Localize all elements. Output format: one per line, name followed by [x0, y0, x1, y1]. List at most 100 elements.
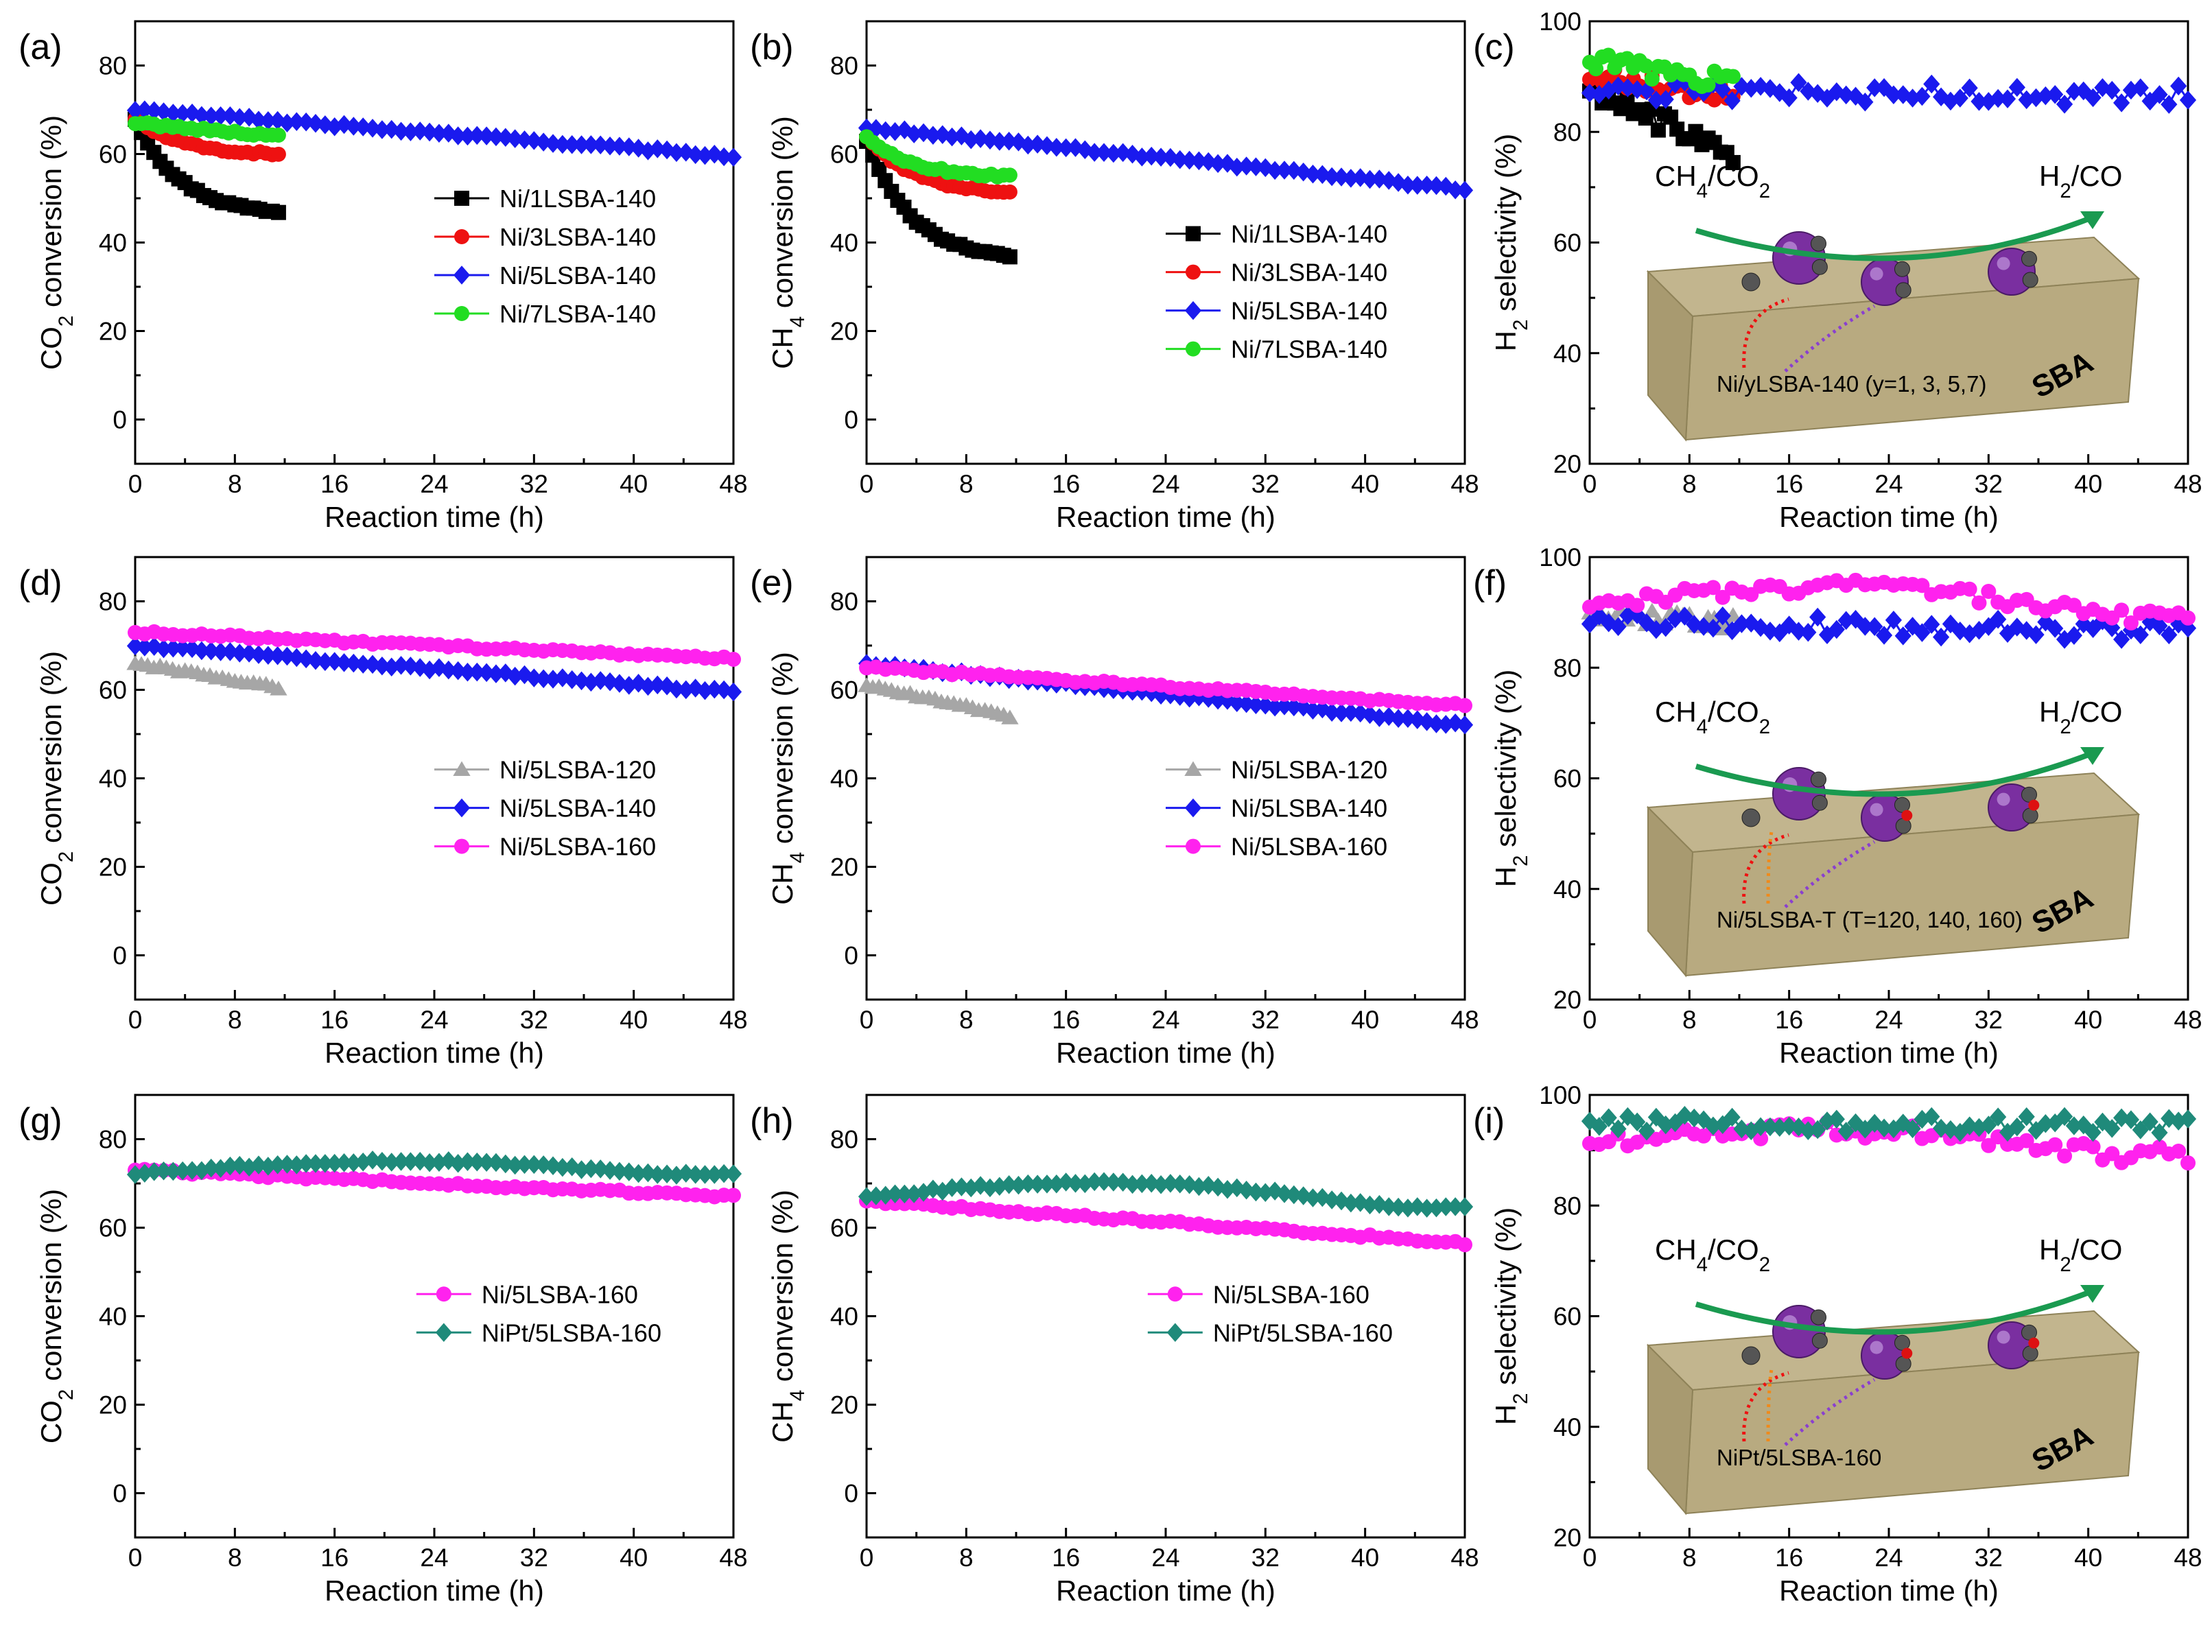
data-point	[1010, 1175, 1027, 1195]
data-point	[383, 1153, 400, 1172]
data-point	[136, 637, 153, 657]
legend-entry: Ni/5LSBA-140	[499, 261, 656, 290]
data-point	[1105, 1172, 1122, 1192]
x-axis-label: Reaction time (h)	[325, 1574, 544, 1607]
data-point	[1875, 626, 1893, 645]
data-point	[1002, 184, 1017, 200]
legend-entry: Ni/5LSBA-160	[1213, 1280, 1369, 1308]
data-point	[364, 654, 381, 674]
y-tick-label: 0	[844, 942, 858, 970]
data-point	[677, 680, 694, 700]
data-point	[1086, 143, 1103, 162]
data-point	[1143, 146, 1160, 166]
data-point	[1171, 150, 1188, 169]
y-tick-label: 80	[99, 52, 127, 80]
data-point	[497, 1154, 514, 1174]
data-point	[1688, 123, 1704, 139]
data-point	[601, 137, 619, 156]
data-point	[611, 137, 628, 156]
data-point	[1923, 1107, 1940, 1126]
y-tick-label: 60	[1553, 1303, 1581, 1331]
data-point	[1700, 77, 1716, 93]
data-point	[1029, 134, 1046, 154]
y-tick-label: 40	[830, 229, 858, 257]
data-point	[972, 129, 989, 148]
data-point	[345, 1153, 362, 1172]
series-ni-5lsba-140	[858, 118, 1474, 200]
purple-dotted-arrow	[1784, 304, 1876, 373]
data-point	[183, 103, 201, 123]
series-ni-5lsba-160	[859, 659, 1472, 713]
data-point	[1914, 578, 1930, 593]
data-point	[1780, 1116, 1798, 1136]
data-point	[1676, 606, 1693, 626]
data-point	[1304, 700, 1321, 720]
data-point	[1275, 161, 1293, 180]
series-ni-5lsba-120	[858, 677, 1019, 724]
data-point	[469, 126, 486, 145]
y-tick-label: 20	[99, 853, 127, 882]
x-tick-label: 16	[1052, 470, 1080, 498]
legend-marker	[1186, 838, 1201, 854]
data-point	[924, 1179, 941, 1199]
x-tick-label: 0	[1583, 1006, 1597, 1034]
data-point	[563, 134, 580, 154]
x-tick-label: 8	[228, 470, 242, 498]
data-point	[1809, 607, 1826, 627]
data-point	[858, 1187, 875, 1206]
data-point	[2170, 76, 2187, 96]
data-point	[649, 1165, 666, 1184]
reaction-arc	[1695, 214, 2095, 261]
reaction-arc	[1695, 1288, 2095, 1335]
panel-c: (c) 0 8 16 24 32 40 48 20 40 60 80 100 Reaction time …	[1473, 8, 2202, 533]
data-point	[1837, 1122, 1855, 1141]
data-point	[1057, 138, 1074, 158]
data-point	[1275, 696, 1293, 716]
data-point	[1418, 1199, 1435, 1218]
y-tick-label: 0	[844, 1480, 858, 1508]
data-point	[1629, 598, 1645, 613]
legend-entry: Ni/5LSBA-140	[1231, 794, 1387, 823]
data-point	[2065, 626, 2083, 646]
data-point	[1029, 1175, 1046, 1194]
x-tick-label: 48	[719, 1544, 747, 1572]
x-tick-label: 40	[1351, 1544, 1379, 1572]
data-point	[1095, 1172, 1113, 1191]
data-point	[392, 121, 410, 141]
data-point	[2151, 616, 2168, 636]
y-tick-label: 20	[830, 853, 858, 882]
data-point	[1704, 618, 1722, 638]
y-axis-label: CO2 conversion (%)	[35, 1189, 78, 1443]
data-point	[373, 656, 390, 676]
legend-marker	[453, 266, 471, 285]
inset-product-label: H2/CO	[2039, 160, 2122, 202]
data-point	[1304, 165, 1321, 184]
x-tick-label: 40	[2074, 470, 2102, 498]
data-point	[2141, 1112, 2158, 1131]
data-point	[544, 670, 562, 689]
panel-g: (g) 0 8 16 24 32 40 48 0 20 40 60 80 Reaction time (h…	[19, 1094, 748, 1607]
legend-marker	[435, 1323, 452, 1342]
data-point	[1601, 47, 1616, 63]
data-point	[583, 135, 600, 154]
data-point	[1152, 1175, 1170, 1194]
series-ni-5lsba-120	[126, 655, 287, 696]
y-axis-label: CO2 conversion (%)	[35, 115, 78, 370]
data-point	[487, 664, 505, 683]
x-tick-label: 16	[1775, 470, 1803, 498]
data-point	[516, 130, 533, 150]
data-point	[1706, 92, 1722, 108]
promoter-dot	[2022, 807, 2038, 824]
data-point	[202, 1158, 220, 1178]
legend: Ni/5LSBA-160 NiPt/5LSBA-160	[416, 1280, 661, 1347]
x-tick-label: 24	[1874, 1544, 1903, 1572]
x-tick-label: 16	[1775, 1006, 1803, 1034]
data-point	[1715, 589, 1730, 605]
data-point	[716, 1164, 733, 1183]
data-point	[421, 660, 438, 680]
data-point	[1133, 1174, 1151, 1194]
data-point	[1923, 74, 1940, 94]
y-tick-label: 0	[113, 942, 127, 970]
data-point	[877, 121, 894, 141]
data-point	[298, 649, 315, 669]
